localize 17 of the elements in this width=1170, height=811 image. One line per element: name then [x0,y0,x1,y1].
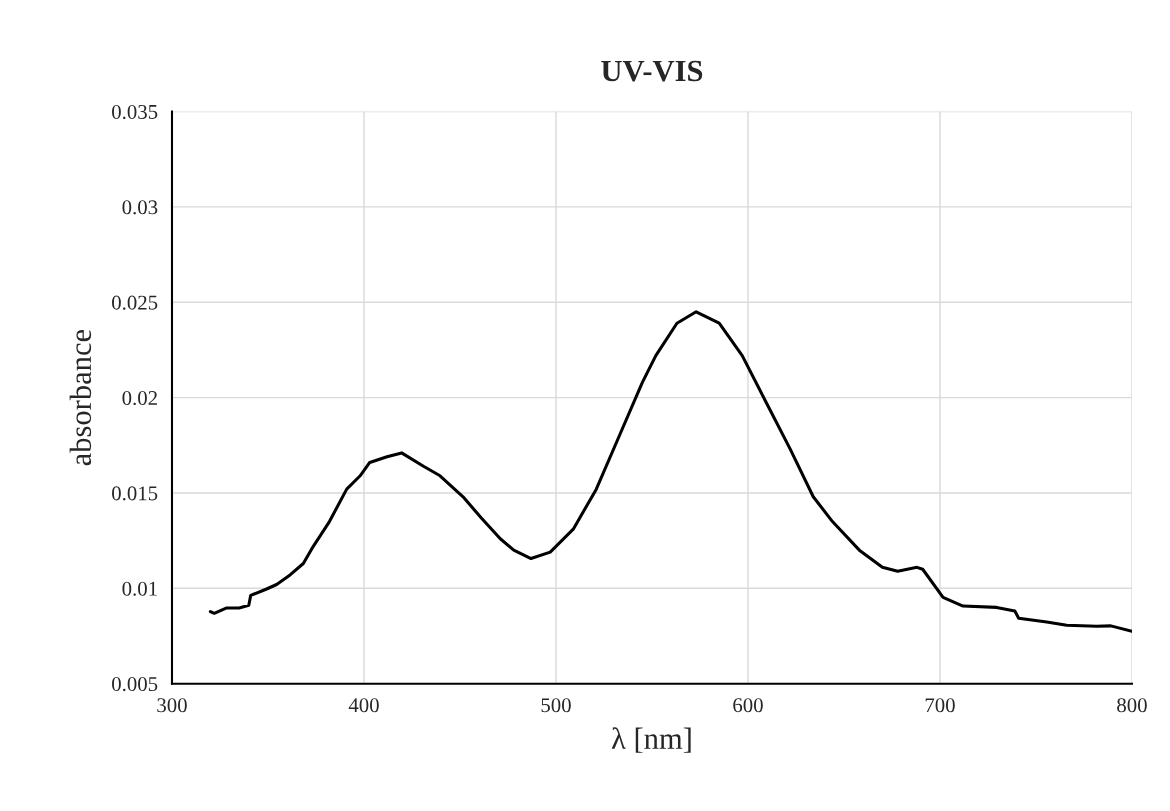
chart-title: UV-VIS [601,60,703,82]
y-tick-label: 0.035 [112,104,158,120]
y-tick-label: 0.005 [112,677,158,692]
y-tick-label: 0.02 [122,390,157,406]
y-tick-label: 0.025 [112,295,158,310]
y-tick-label: 0.015 [112,486,158,501]
x-tick-label: 600 [733,698,763,713]
x-tick-label: 300 [157,698,187,713]
y-tick-label: 0.01 [122,581,157,596]
x-axis-title: λ [nm] [611,727,691,753]
x-tick-label: 700 [925,698,955,713]
x-tick-label: 500 [541,698,571,713]
line-series [208,310,1132,633]
x-tick-label: 800 [1117,698,1147,713]
y-axis-title: absorbance [69,329,92,466]
x-tick-label: 400 [348,698,379,713]
y-tick-label: 0.03 [122,200,158,215]
